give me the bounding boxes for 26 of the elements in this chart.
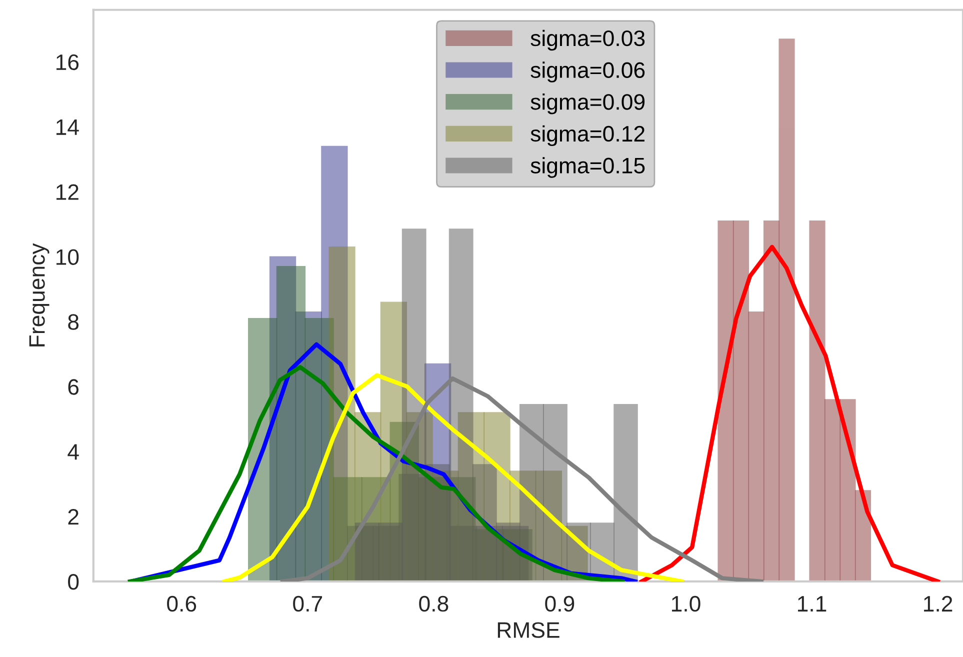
x-tick-label: 1.0 (672, 596, 700, 612)
legend-label: sigma=0.06 (530, 62, 645, 82)
x-tick-label: 0.9 (545, 596, 574, 612)
y-tick-label: 12 (56, 184, 78, 200)
x-tick-label: 0.7 (293, 596, 322, 612)
line-series (280, 376, 764, 582)
legend-label: sigma=0.12 (530, 125, 644, 146)
y-tick-label: 10 (56, 249, 79, 265)
y-axis-title: Frequency (29, 243, 50, 346)
y-tick-label: 2 (68, 509, 78, 525)
legend-label: sigma=0.15 (530, 157, 645, 178)
y-tick-label: 16 (56, 54, 79, 70)
y-tick-label: 4 (68, 444, 79, 460)
x-tick-label: 1.1 (798, 596, 826, 612)
x-tick-label: 0.8 (419, 596, 448, 612)
y-tick-label: 6 (68, 379, 79, 395)
y-tick-label: 14 (56, 120, 79, 135)
x-tick-label: 0.6 (167, 596, 196, 612)
y-tick-label: 8 (68, 314, 79, 330)
line-series (640, 244, 940, 582)
legend-label: sigma=0.03 (530, 30, 645, 51)
line-series (222, 373, 684, 582)
y-tick-label: 0 (68, 574, 79, 590)
x-axis-title: RMSE (498, 622, 560, 638)
legend-label: sigma=0.09 (530, 94, 645, 114)
x-tick-label: 1.2 (924, 596, 952, 612)
